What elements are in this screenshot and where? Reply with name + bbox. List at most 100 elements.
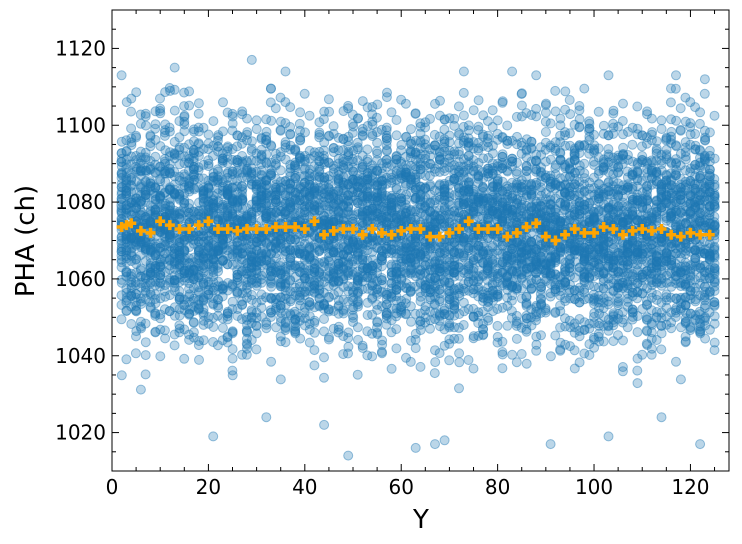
scatter-point <box>193 98 204 109</box>
scatter-point <box>135 293 146 304</box>
scatter-point <box>116 257 127 268</box>
scatter-point <box>121 233 132 244</box>
scatter-point <box>131 87 142 98</box>
scatter-point <box>135 165 146 176</box>
scatter-point <box>348 121 359 132</box>
scatter-point <box>145 268 156 278</box>
scatter-point <box>136 179 147 190</box>
scatter-point <box>545 118 556 129</box>
scatter-point <box>140 212 151 223</box>
scatter-point <box>116 290 127 301</box>
scatter-point <box>126 140 137 151</box>
scatter-point <box>323 94 334 105</box>
scatter-point <box>140 165 151 176</box>
scatter-point <box>444 130 455 141</box>
scatter-point <box>135 209 146 220</box>
scatter-point <box>497 347 508 357</box>
scatter-point <box>145 162 156 172</box>
scatter-point <box>140 255 151 266</box>
scatter-point <box>150 310 161 321</box>
scatter-point <box>333 321 344 332</box>
scatter-point <box>121 266 132 277</box>
scatter-point <box>145 209 156 220</box>
scatter-point <box>188 317 199 328</box>
scatter-point <box>145 130 156 141</box>
scatter-point <box>145 245 156 256</box>
scatter-point <box>131 301 142 311</box>
scatter-point <box>275 165 286 176</box>
scatter-point <box>140 152 151 163</box>
scatter-point <box>478 330 488 341</box>
scatter-point <box>150 261 161 271</box>
scatter-point <box>242 127 253 138</box>
scatter-point <box>116 314 127 325</box>
scatter-point <box>391 115 402 125</box>
scatter-point <box>140 176 151 187</box>
scatter-point <box>121 354 132 365</box>
scatter-point <box>338 304 349 315</box>
scatter-point <box>121 186 132 197</box>
scatter-point <box>386 107 397 118</box>
scatter-point <box>145 178 156 189</box>
scatter-point <box>121 295 132 306</box>
scatter-point <box>400 98 411 109</box>
scatter-point <box>540 107 551 118</box>
scatter-point <box>116 238 127 249</box>
scatter-point <box>116 153 127 164</box>
scatter-point <box>121 179 132 190</box>
scatter-point <box>126 232 137 243</box>
scatter-point <box>343 348 353 359</box>
scatter-point <box>116 205 127 216</box>
scatter-point <box>304 110 315 121</box>
scatter-point <box>555 113 566 124</box>
scatter-point <box>444 355 455 366</box>
scatter-point <box>121 145 132 156</box>
scatter-point <box>135 196 146 207</box>
scatter-point <box>174 286 185 297</box>
scatter-point <box>130 203 141 214</box>
scatter-point <box>227 327 238 338</box>
scatter-point <box>251 115 262 126</box>
scatter-point <box>140 243 151 254</box>
scatter-point <box>453 101 464 112</box>
scatter-point <box>497 149 508 160</box>
scatter-point <box>145 200 156 211</box>
scatter-point <box>193 108 204 119</box>
scatter-point <box>473 121 484 132</box>
scatter-point <box>116 232 127 243</box>
scatter-point <box>126 271 137 282</box>
scatter-point <box>179 110 190 121</box>
scatter-point <box>140 273 151 284</box>
scatter-point <box>352 322 363 333</box>
scatter-point <box>453 333 464 344</box>
scatter-point <box>131 211 141 222</box>
scatter-point <box>121 297 132 308</box>
scatter-point <box>126 240 137 250</box>
scatter-point <box>131 202 142 213</box>
scatter-point <box>145 178 156 189</box>
scatter-point <box>435 288 445 299</box>
scatter-point <box>130 288 141 299</box>
scatter-point <box>492 320 503 331</box>
scatter-point <box>121 135 132 146</box>
scatter-point <box>251 124 262 134</box>
scatter-point <box>126 301 137 312</box>
scatter-point <box>121 185 132 196</box>
scatter-point <box>140 190 151 201</box>
scatter-point <box>135 316 146 327</box>
scatter-point <box>145 278 156 289</box>
scatter-point <box>382 87 392 98</box>
scatter-point <box>324 106 335 117</box>
scatter-point <box>116 299 127 310</box>
scatter-point <box>198 335 209 346</box>
scatter-point <box>140 111 151 122</box>
scatter-point <box>121 168 132 179</box>
scatter-point <box>145 176 156 187</box>
scatter-point <box>116 370 127 381</box>
scatter-point <box>463 120 474 131</box>
scatter-point <box>116 182 127 193</box>
scatter-point <box>140 245 151 256</box>
scatter-point <box>145 301 156 312</box>
scatter-point <box>131 258 142 269</box>
scatter-point <box>130 277 141 288</box>
